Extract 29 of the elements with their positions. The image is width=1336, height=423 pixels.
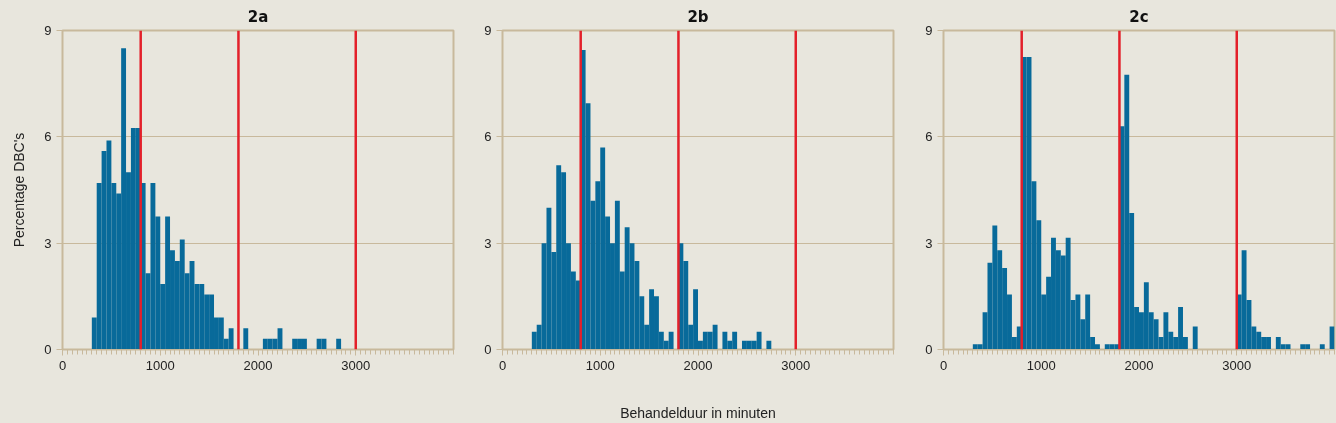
y-tick-label: 9 (484, 23, 492, 38)
y-tick-label: 3 (925, 235, 933, 251)
y-tick-label: 0 (925, 342, 933, 357)
x-tick-label: 0 (939, 357, 948, 373)
x-tick-label: 2000 (683, 357, 713, 373)
chart-title: 2b (687, 7, 709, 26)
y-tick-label: 9 (44, 23, 52, 38)
y-tick-label: 6 (925, 129, 933, 145)
x-tick-label: 3000 (341, 357, 371, 373)
x-tick-label: 1000 (585, 357, 615, 373)
x-tick-label: 0 (58, 357, 67, 373)
chart-title: 2c (1129, 7, 1149, 26)
y-tick-label: 6 (44, 129, 52, 145)
y-tick-label: 0 (484, 342, 492, 357)
x-tick-label: 3000 (781, 357, 811, 373)
chart-title: 2a (247, 7, 269, 26)
y-tick-label: 3 (44, 235, 52, 251)
y-axis-title: Percentage DBC's (11, 132, 28, 248)
x-axis-title: Behandelduur in minuten (620, 404, 776, 421)
y-tick-label: 9 (925, 23, 933, 38)
y-tick-label: 6 (484, 129, 492, 145)
x-tick-label: 0 (498, 357, 507, 373)
x-tick-label: 2000 (1124, 357, 1154, 373)
x-tick-label: 2000 (243, 357, 273, 373)
y-tick-label: 3 (484, 235, 492, 251)
x-tick-label: 1000 (1026, 357, 1056, 373)
x-tick-label: 3000 (1222, 357, 1252, 373)
y-tick-label: 0 (44, 342, 52, 357)
x-tick-label: 1000 (145, 357, 175, 373)
